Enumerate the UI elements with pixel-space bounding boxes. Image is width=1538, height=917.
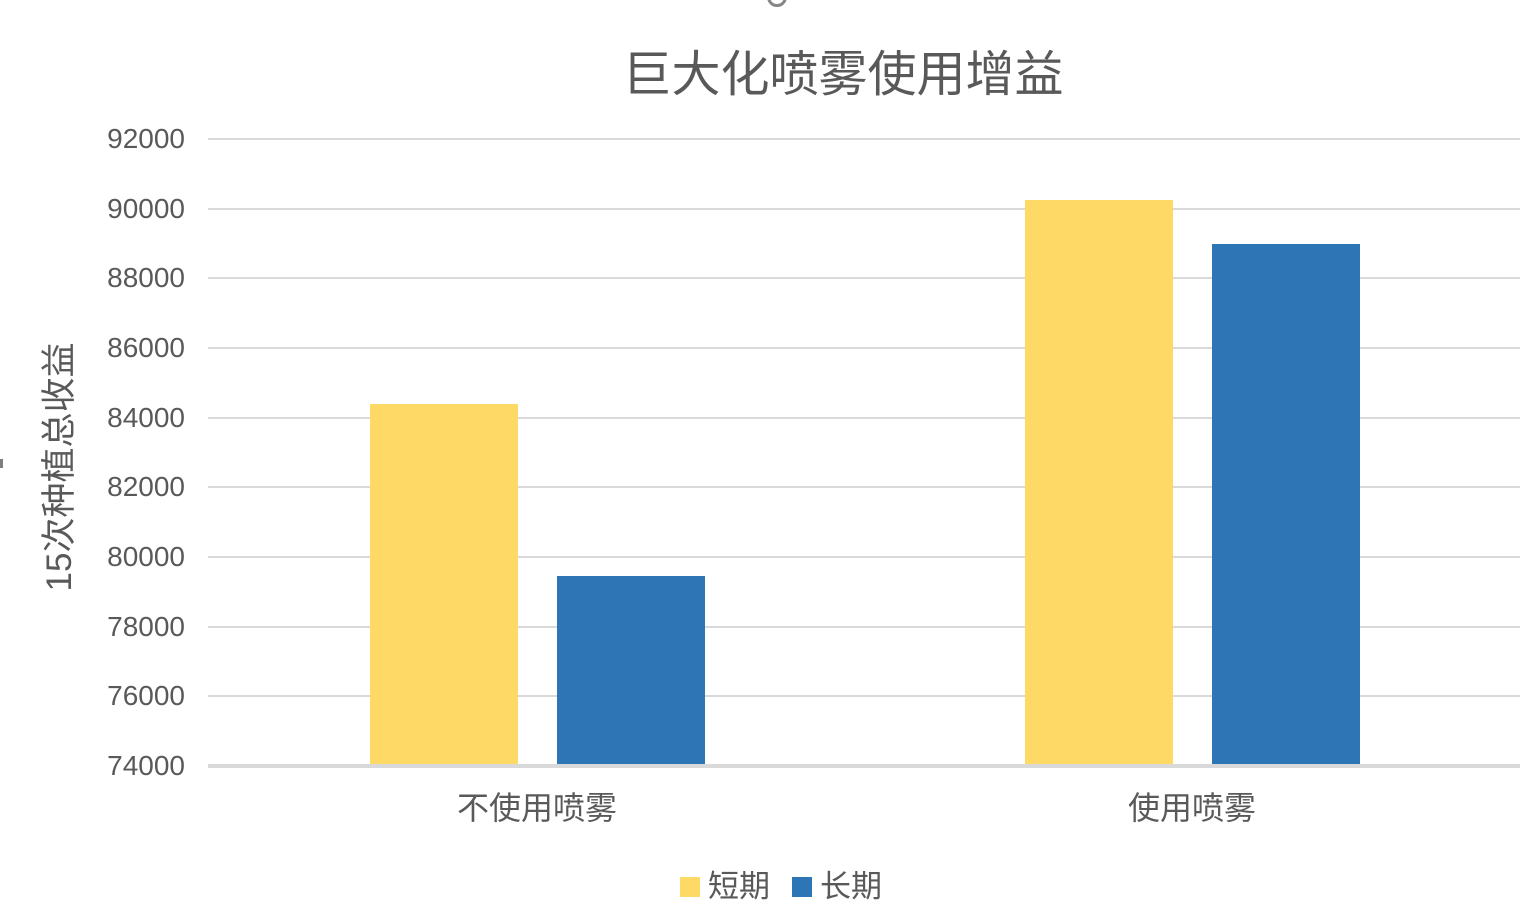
legend: 短期 长期 <box>680 871 882 903</box>
gridline <box>208 277 1520 280</box>
gridline <box>208 347 1520 349</box>
chart-title: 巨大化喷雾使用增益 <box>622 48 1064 102</box>
legend-swatch-icon <box>792 877 812 897</box>
y-axis-tick-label: 90000 <box>107 192 185 224</box>
gridline <box>208 486 1520 489</box>
x-axis-line <box>208 764 1520 768</box>
legend-item: 长期 <box>792 871 882 903</box>
y-axis-tick-label: 92000 <box>107 123 185 154</box>
gridline <box>208 625 1520 628</box>
bar-series2-cat1 <box>556 576 705 768</box>
legend-item: 短期 <box>680 871 770 903</box>
gridline <box>208 138 1520 140</box>
y-axis-tick-label: 76000 <box>107 680 185 712</box>
bar-series2-cat2 <box>1211 243 1360 768</box>
y-axis-tick-label: 88000 <box>107 262 185 294</box>
y-axis-tick-label: 80000 <box>107 541 185 572</box>
legend-label: 短期 <box>708 869 770 904</box>
legend-label: 长期 <box>820 869 882 904</box>
bar-series1-cat1 <box>369 403 518 768</box>
y-axis-tick-label: 78000 <box>107 610 185 642</box>
gridline <box>208 207 1520 210</box>
legend-swatch-icon <box>680 877 700 897</box>
x-axis-category-label: 不使用喷雾 <box>456 790 617 826</box>
gridline <box>208 416 1520 419</box>
y-axis-tick-label: 84000 <box>107 401 185 433</box>
y-axis-tick-label: 74000 <box>107 750 185 781</box>
y-axis-tick-label: 82000 <box>107 471 185 503</box>
bar-series1-cat2 <box>1024 199 1173 768</box>
y-axis-tick-label: 86000 <box>107 332 185 363</box>
x-axis-category-label: 使用喷雾 <box>1127 790 1256 826</box>
cropped-edge-artifact <box>0 459 3 468</box>
gridline <box>208 695 1520 698</box>
gridline <box>208 556 1520 558</box>
